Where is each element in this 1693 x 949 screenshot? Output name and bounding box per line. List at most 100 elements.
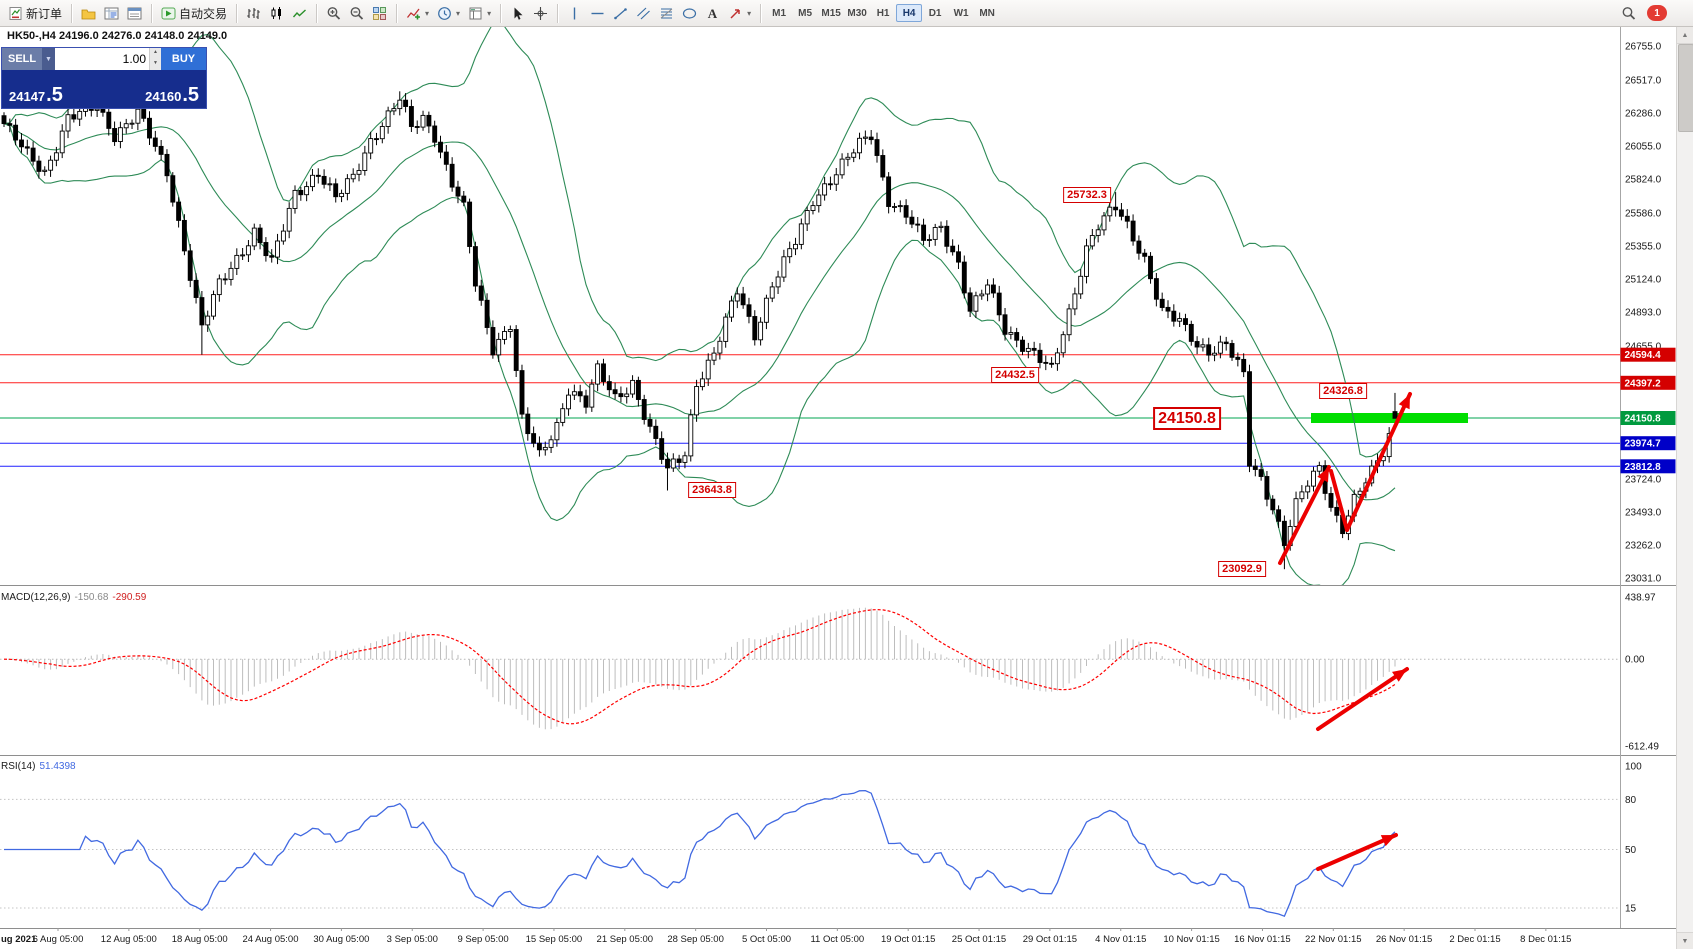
candle-body xyxy=(542,446,548,451)
trend-arrow[interactable] xyxy=(1278,465,1331,565)
scroll-up-button[interactable]: ▲ xyxy=(1677,27,1693,44)
price-callout-label[interactable]: 24150.8 xyxy=(1153,407,1221,430)
timeframe-m15-button[interactable]: M15 xyxy=(818,4,844,22)
line-chart-button[interactable] xyxy=(288,2,311,24)
price-callout-label[interactable]: 23092.9 xyxy=(1218,561,1266,577)
candle-body xyxy=(1252,465,1258,470)
buy-button[interactable]: BUY xyxy=(161,48,206,70)
trendline-button[interactable] xyxy=(609,2,632,24)
shapes-button[interactable] xyxy=(678,2,701,24)
trend-arrow[interactable] xyxy=(1345,392,1412,532)
candle-body xyxy=(286,207,292,232)
candle-body xyxy=(1008,332,1014,335)
timeframe-m5-button[interactable]: M5 xyxy=(792,4,818,22)
timeframe-m30-button[interactable]: M30 xyxy=(844,4,870,22)
candle-body xyxy=(397,99,403,110)
candle-body xyxy=(566,394,571,410)
candle-body xyxy=(443,151,449,165)
arrow-objects-button[interactable]: ▾ xyxy=(724,2,755,24)
horizontal-line-button[interactable] xyxy=(586,2,609,24)
candle-body xyxy=(374,138,379,141)
notification-badge[interactable]: 1 xyxy=(1647,5,1667,21)
candle-body xyxy=(1043,361,1049,364)
timeframe-m1-button[interactable]: M1 xyxy=(766,4,792,22)
crosshair-button[interactable] xyxy=(529,2,552,24)
candle-body xyxy=(1311,470,1316,487)
indicators-button[interactable]: ▾ xyxy=(402,2,433,24)
timeframe-h1-button[interactable]: H1 xyxy=(870,4,896,22)
price-callout-label[interactable]: 24432.5 xyxy=(991,367,1039,383)
price-tick-label: 24893.0 xyxy=(1625,308,1662,319)
buy-price: 24160.5 xyxy=(145,84,199,106)
data-window-button[interactable] xyxy=(123,2,146,24)
candle-body xyxy=(1229,343,1235,358)
autotrading-button[interactable]: 自动交易 xyxy=(157,2,231,24)
chart-canvas[interactable]: 26755.0 26517.0 26286.0 26055.0 25824.0 25586… xyxy=(0,27,1676,949)
candle-body xyxy=(577,391,583,397)
volume-input[interactable] xyxy=(55,48,149,70)
timeframe-d1-button[interactable]: D1 xyxy=(922,4,948,22)
toolbar-separator xyxy=(760,3,762,23)
sell-button[interactable]: SELL xyxy=(2,48,42,70)
new-order-label: 新订单 xyxy=(26,6,63,21)
trend-arrow[interactable] xyxy=(1316,667,1409,731)
timeframe-h4-button[interactable]: H4 xyxy=(896,4,923,22)
candle-body xyxy=(1014,332,1020,341)
candle-body xyxy=(938,225,944,228)
trend-arrow[interactable] xyxy=(1329,469,1349,532)
price-tick-label: 25586.0 xyxy=(1625,209,1662,220)
price-callout-label[interactable]: 23643.8 xyxy=(688,482,736,498)
candle-body xyxy=(1124,215,1130,222)
scrollbar-thumb[interactable] xyxy=(1678,44,1693,132)
market-watch-button[interactable] xyxy=(100,2,123,24)
chart-title: HK50-,H4 24196.0 24276.0 24148.0 24149.0 xyxy=(7,30,228,42)
toolbar-buttons: 新订单 自动交易 ▾ ▾ ▾ A ▾ M1 M5 M15 M30 H1 H4 D1 W1 MN xyxy=(4,0,1000,26)
support-zone-rectangle[interactable] xyxy=(1311,413,1468,423)
candlestick-chart-button[interactable] xyxy=(265,2,288,24)
timeframe-mn-button[interactable]: MN xyxy=(974,4,1000,22)
equidistant-channel-button[interactable] xyxy=(632,2,655,24)
cursor-button[interactable] xyxy=(506,2,529,24)
price-callout-label[interactable]: 25732.3 xyxy=(1063,187,1111,203)
new-order-button[interactable]: 新订单 xyxy=(4,2,66,24)
candle-body xyxy=(368,138,374,154)
candle-body xyxy=(699,378,705,388)
timeframe-w1-button[interactable]: W1 xyxy=(948,4,974,22)
candle-body xyxy=(536,442,542,451)
price-tick-label: 23262.0 xyxy=(1625,541,1662,552)
candle-body xyxy=(280,230,286,242)
new-order-icon xyxy=(8,6,23,21)
search-button[interactable] xyxy=(1617,2,1640,24)
candle-body xyxy=(65,114,71,132)
volume-decrease-button[interactable]: ▼ xyxy=(149,59,161,70)
trend-arrow-head xyxy=(1392,669,1407,682)
price-axis[interactable]: 26755.0 26517.0 26286.0 26055.0 25824.0 25586… xyxy=(1620,42,1676,915)
candle-body xyxy=(967,292,973,312)
candle-body xyxy=(950,245,956,253)
scroll-down-button[interactable]: ▼ xyxy=(1677,932,1693,949)
price-callout-label[interactable]: 24326.8 xyxy=(1319,383,1367,399)
candle-body xyxy=(19,139,24,148)
vertical-scrollbar[interactable]: ▲ ▼ xyxy=(1676,27,1693,949)
templates-button[interactable]: ▾ xyxy=(464,2,495,24)
periods-button[interactable]: ▾ xyxy=(433,2,464,24)
fibonacci-retracement-button[interactable] xyxy=(655,2,678,24)
vertical-line-button[interactable] xyxy=(563,2,586,24)
candle-body xyxy=(944,225,950,247)
candle-body xyxy=(1095,229,1101,236)
volume-increase-button[interactable]: ▲ xyxy=(149,48,161,59)
tile-windows-button[interactable] xyxy=(368,2,391,24)
zoom-in-button[interactable] xyxy=(322,2,345,24)
order-options-dropdown[interactable]: ▼ xyxy=(42,48,55,70)
text-label-button[interactable]: A xyxy=(701,2,724,24)
profiles-button[interactable] xyxy=(77,2,100,24)
trend-arrow[interactable] xyxy=(1316,833,1398,871)
zoom-out-button[interactable] xyxy=(345,2,368,24)
candle-body xyxy=(1159,298,1165,308)
trend-arrow-head xyxy=(1380,835,1396,847)
bar-chart-button[interactable] xyxy=(242,2,265,24)
candle-body xyxy=(1113,206,1119,211)
candle-body xyxy=(339,192,345,198)
candle-body xyxy=(1049,362,1055,365)
